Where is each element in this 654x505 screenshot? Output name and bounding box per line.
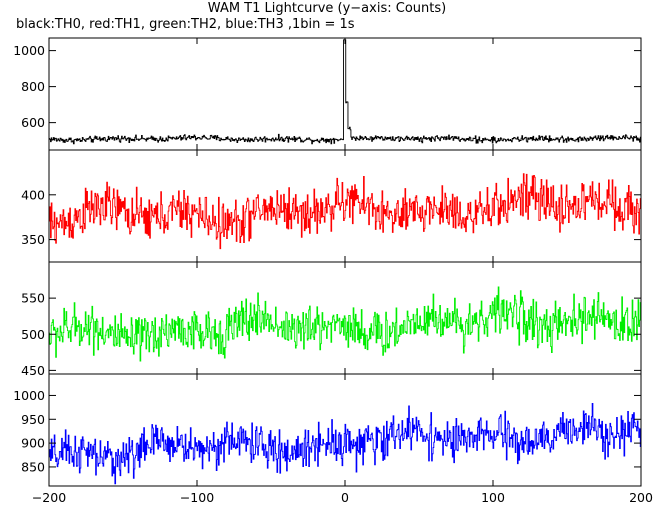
panel-th0: 600 800 1000	[13, 37, 642, 151]
series-th2-line	[49, 286, 641, 362]
x-tick-label: 0	[341, 490, 349, 505]
y-tick-label: 550	[21, 291, 45, 306]
panel-th2: 450 500 550	[21, 261, 642, 378]
y-tick-label: 1000	[13, 388, 45, 403]
y-tick-label: 1000	[13, 43, 45, 58]
x-tick-label: 200	[629, 490, 653, 505]
y-tick-label: 450	[21, 363, 45, 378]
y-tick-label: 900	[21, 436, 45, 451]
y-tick-label: 500	[21, 327, 45, 342]
x-tick-label: −200	[32, 490, 66, 505]
y-tick-label: 850	[21, 459, 45, 474]
y-tick-label: 350	[21, 232, 45, 247]
panel-frame	[48, 149, 642, 263]
chart-title: WAM T1 Lightcurve (y−axis: Counts)	[207, 1, 447, 16]
chart-subtitle: black:TH0, red:TH1, green:TH2, blue:TH3 …	[16, 17, 355, 32]
x-tick-label: 100	[481, 490, 505, 505]
y-tick-label: 800	[21, 79, 45, 94]
panel-frame	[48, 37, 642, 151]
y-tick-label: 600	[21, 115, 45, 130]
series-th1-line	[49, 173, 641, 250]
x-tick-label: −100	[180, 490, 214, 505]
panel-th1: 350 400	[21, 149, 642, 263]
series-th0-line	[49, 39, 641, 145]
panel-th3: 850 900 950 1000	[13, 373, 642, 487]
y-tick-label: 400	[21, 187, 45, 202]
y-tick-label: 950	[21, 412, 45, 427]
series-th3-line	[49, 403, 641, 485]
